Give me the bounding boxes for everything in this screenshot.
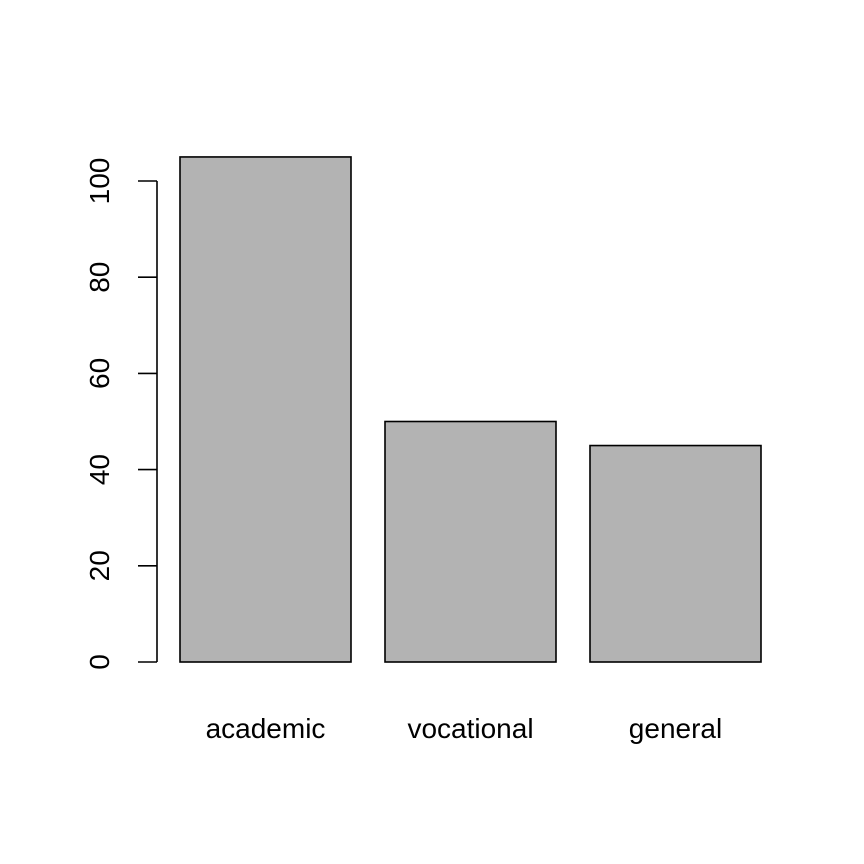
y-tick-label-100: 100 bbox=[84, 158, 115, 205]
category-label-academic: academic bbox=[206, 713, 326, 744]
y-tick-label-20: 20 bbox=[84, 550, 115, 581]
bar-vocational bbox=[384, 420, 557, 663]
x-axis-labels: academic vocational general bbox=[206, 713, 723, 744]
category-label-vocational: vocational bbox=[407, 713, 533, 744]
y-tick-label-80: 80 bbox=[84, 262, 115, 293]
bars-group bbox=[179, 156, 762, 663]
bar-general bbox=[589, 444, 762, 663]
category-label-general: general bbox=[629, 713, 722, 744]
y-tick-label-60: 60 bbox=[84, 358, 115, 389]
y-tick-label-0: 0 bbox=[84, 654, 115, 670]
y-tick-label-40: 40 bbox=[84, 454, 115, 485]
bar-academic bbox=[179, 156, 352, 663]
y-axis: 0 20 40 60 80 100 bbox=[84, 158, 158, 670]
